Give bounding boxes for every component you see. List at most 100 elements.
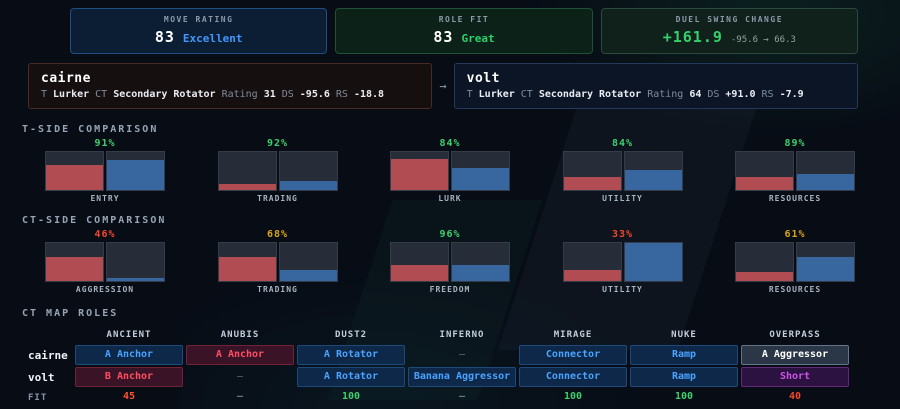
comparison-category-label: TRADING bbox=[257, 285, 298, 294]
comparison-group-freedom: 96% FREEDOM bbox=[390, 229, 510, 294]
player-info-strong: Lurker bbox=[478, 89, 515, 100]
comparison-percent: 33% bbox=[611, 229, 634, 240]
bar-left bbox=[45, 242, 104, 282]
player-info-strong: Lurker bbox=[53, 89, 90, 100]
fit-value-nuke: 100 bbox=[674, 391, 694, 402]
role-cell-cairne-ancient[interactable]: A Anchor bbox=[75, 345, 183, 365]
comparison-category-label: LURK bbox=[438, 194, 462, 203]
bar-left bbox=[735, 242, 794, 282]
bar-left bbox=[735, 151, 794, 191]
bar-left bbox=[390, 242, 449, 282]
ct-map-roles-title: CT MAP ROLES bbox=[22, 308, 119, 319]
comparison-bars bbox=[217, 151, 338, 191]
role-cell-cairne-anubis[interactable]: A Anchor bbox=[186, 345, 294, 365]
player-info-dim: CT bbox=[520, 89, 533, 100]
bar-fill-left bbox=[563, 177, 621, 190]
bar-fill-left bbox=[218, 184, 276, 190]
comparison-category-label: TRADING bbox=[257, 194, 298, 203]
stat-card-move-rating: MOVE RATING 83 Excellent bbox=[70, 8, 328, 54]
bar-right bbox=[623, 151, 683, 191]
map-column-header-ancient: ANCIENT bbox=[106, 330, 152, 340]
comparison-percent: 46% bbox=[94, 229, 116, 240]
comparison-percent: 84% bbox=[439, 138, 461, 149]
map-column-header-anubis: ANUBIS bbox=[220, 330, 260, 340]
player-info-strong: 64 bbox=[689, 89, 702, 100]
player-info-dim: Rating bbox=[647, 89, 684, 100]
bar-fill-right bbox=[797, 257, 854, 281]
role-cell-volt-nuke[interactable]: Ramp bbox=[630, 367, 738, 387]
comparison-percent: 91% bbox=[94, 138, 116, 149]
bar-left bbox=[217, 151, 277, 191]
comparison-percent: 68% bbox=[266, 229, 289, 240]
comparison-percent: 96% bbox=[439, 229, 461, 240]
player-info-strong: -18.8 bbox=[353, 89, 385, 100]
ct-side-comparison-bars: 46% AGGRESSION 68% TRADING 96% FREEDOM 33% UTIL… bbox=[45, 229, 855, 294]
bar-fill-right bbox=[452, 167, 509, 190]
comparison-bars bbox=[562, 151, 683, 191]
player-info-dim: CT bbox=[95, 89, 108, 100]
bar-fill-right bbox=[624, 169, 682, 190]
bar-fill-left bbox=[46, 257, 103, 281]
stat-card-label: -95.6 → 66.3 bbox=[730, 35, 796, 45]
player-info-strong: 31 bbox=[263, 89, 276, 100]
role-cell-volt-anubis: – bbox=[236, 371, 244, 382]
move-arrow-icon: → bbox=[439, 79, 447, 93]
comparison-category-label: FREEDOM bbox=[429, 285, 471, 294]
stat-card-label: Excellent bbox=[182, 32, 243, 45]
role-cell-cairne-overpass[interactable]: A Aggressor bbox=[741, 345, 849, 365]
bar-right bbox=[278, 242, 338, 282]
fit-row-label: FIT bbox=[28, 392, 48, 403]
comparison-bars bbox=[390, 151, 510, 191]
comparison-group-resources: 61% RESOURCES bbox=[735, 229, 855, 294]
bar-fill-left bbox=[563, 270, 621, 281]
comparison-percent: 92% bbox=[266, 138, 289, 149]
player-card-cairne[interactable]: cairne T Lurker CT Secondary Rotator Rating 3… bbox=[28, 63, 433, 109]
player-card-volt[interactable]: volt T Lurker CT Secondary Rotator Rating 64 D… bbox=[453, 63, 859, 109]
bar-right bbox=[278, 151, 338, 191]
comparison-group-utility: 84% UTILITY bbox=[562, 138, 683, 203]
stat-card-role-fit: ROLE FIT 83 Great bbox=[335, 8, 593, 54]
player-info: T Lurker CT Secondary Rotator Rating 64 DS +91.… bbox=[467, 89, 845, 100]
bar-right bbox=[796, 151, 855, 191]
player-info-dim: DS bbox=[707, 89, 720, 100]
t-side-comparison-bars: 91% ENTRY 92% TRADING 84% LURK 84% UTILITY 89% RE… bbox=[45, 138, 855, 203]
fit-value-anubis: – bbox=[236, 391, 244, 402]
player-info-dim: Rating bbox=[221, 89, 258, 100]
comparison-group-utility: 33% UTILITY bbox=[562, 229, 683, 294]
role-cell-cairne-dust2[interactable]: A Rotator bbox=[297, 345, 405, 365]
comparison-percent: 61% bbox=[784, 229, 806, 240]
comparison-category-label: UTILITY bbox=[602, 285, 643, 294]
map-column-header-nuke: NUKE bbox=[671, 330, 697, 340]
role-cell-volt-inferno[interactable]: Banana Aggressor bbox=[408, 367, 516, 387]
comparison-bars bbox=[45, 151, 165, 191]
role-cell-cairne-nuke[interactable]: Ramp bbox=[630, 345, 738, 365]
player-name: cairne bbox=[41, 71, 91, 86]
bar-fill-left bbox=[391, 158, 448, 190]
role-cell-volt-dust2[interactable]: A Rotator bbox=[297, 367, 405, 387]
comparison-group-aggression: 46% AGGRESSION bbox=[45, 229, 165, 294]
comparison-bars bbox=[562, 242, 683, 282]
map-column-header-mirage: MIRAGE bbox=[553, 330, 593, 340]
role-cell-volt-ancient[interactable]: B Anchor bbox=[75, 367, 183, 387]
bar-left bbox=[390, 151, 449, 191]
stat-card-value: 83 bbox=[154, 28, 175, 46]
bar-fill-right bbox=[797, 173, 854, 190]
stat-card-value: +161.9 bbox=[662, 28, 723, 46]
comparison-bars bbox=[217, 242, 338, 282]
fit-value-inferno: – bbox=[458, 391, 466, 402]
bar-fill-right bbox=[107, 159, 164, 190]
role-cell-volt-mirage[interactable]: Connector bbox=[519, 367, 627, 387]
role-cell-cairne-mirage[interactable]: Connector bbox=[519, 345, 627, 365]
player-info-strong: -7.9 bbox=[779, 89, 804, 100]
bar-right bbox=[451, 151, 510, 191]
player-info-strong: Secondary Rotator bbox=[113, 89, 216, 100]
comparison-category-label: RESOURCES bbox=[768, 285, 822, 294]
role-cell-volt-overpass[interactable]: Short bbox=[741, 367, 849, 387]
bar-fill-left bbox=[218, 257, 276, 281]
bar-fill-right bbox=[624, 243, 682, 281]
bar-left bbox=[562, 151, 622, 191]
comparison-group-lurk: 84% LURK bbox=[390, 138, 510, 203]
comparison-group-resources: 89% RESOURCES bbox=[735, 138, 855, 203]
player-info-dim: T bbox=[466, 89, 473, 100]
